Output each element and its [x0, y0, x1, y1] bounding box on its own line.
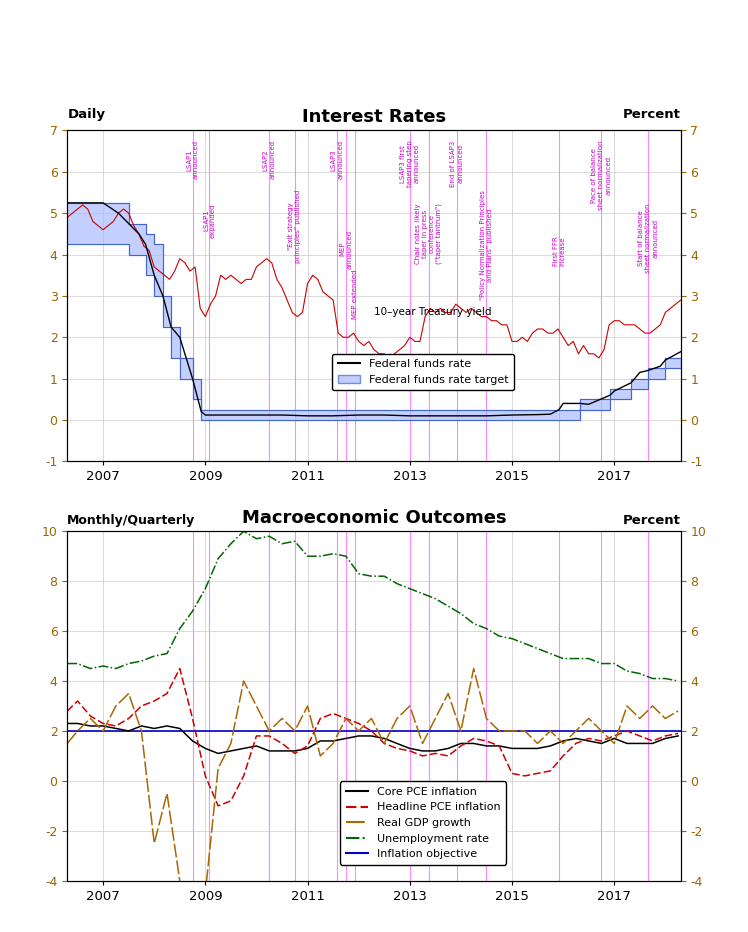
Text: Percent: Percent [623, 514, 681, 527]
Text: LSAP3
announced: LSAP3 announced [331, 141, 343, 179]
Text: Percent: Percent [623, 108, 681, 121]
Text: LSAP2
announced: LSAP2 announced [263, 141, 276, 179]
Text: LSAP1
expanded: LSAP1 expanded [203, 203, 216, 238]
Text: MEP
announced: MEP announced [340, 230, 352, 268]
Text: LSAP3 first
tapering step
announced: LSAP3 first tapering step announced [399, 141, 420, 187]
Text: First FFR
increase: First FFR increase [553, 237, 565, 267]
Title: Interest Rates: Interest Rates [302, 108, 446, 126]
Text: Monthly/Quarterly: Monthly/Quarterly [67, 514, 195, 527]
Text: End of LSAP3
announced: End of LSAP3 announced [450, 141, 463, 186]
Text: Chair notes likely
taper in press
conference
("taper tantrum"): Chair notes likely taper in press confer… [415, 203, 442, 264]
Text: LSAP1
announced: LSAP1 announced [186, 141, 199, 179]
Text: Start of balance
sheet normalization
announced: Start of balance sheet normalization ann… [639, 203, 658, 273]
Text: "Exit strategy
principles" published: "Exit strategy principles" published [288, 190, 301, 263]
Text: 10–year Treasury yield: 10–year Treasury yield [374, 307, 491, 317]
Text: MEP extended: MEP extended [352, 269, 358, 319]
Text: Daily: Daily [67, 108, 105, 121]
Title: Macroeconomic Outcomes: Macroeconomic Outcomes [242, 509, 506, 527]
Text: Pace of balance
sheet normalization
announced: Pace of balance sheet normalization anno… [592, 141, 611, 210]
Legend: Core PCE inflation, Headline PCE inflation, Real GDP growth, Unemployment rate, : Core PCE inflation, Headline PCE inflati… [340, 781, 506, 865]
Legend: Federal funds rate, Federal funds rate target: Federal funds rate, Federal funds rate t… [332, 353, 514, 391]
Text: "Policy Normalization Principles
and Plans" published: "Policy Normalization Principles and Pla… [480, 190, 493, 300]
